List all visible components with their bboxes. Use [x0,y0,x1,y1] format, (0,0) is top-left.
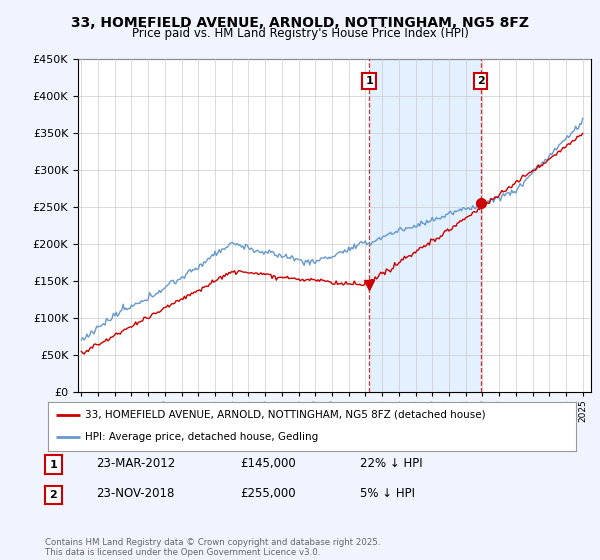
Text: 1: 1 [50,460,57,469]
Text: Contains HM Land Registry data © Crown copyright and database right 2025.
This d: Contains HM Land Registry data © Crown c… [45,538,380,557]
Text: 33, HOMEFIELD AVENUE, ARNOLD, NOTTINGHAM, NG5 8FZ: 33, HOMEFIELD AVENUE, ARNOLD, NOTTINGHAM… [71,16,529,30]
Text: 2: 2 [477,76,485,86]
Text: 33, HOMEFIELD AVENUE, ARNOLD, NOTTINGHAM, NG5 8FZ (detached house): 33, HOMEFIELD AVENUE, ARNOLD, NOTTINGHAM… [85,410,485,420]
Text: 23-MAR-2012: 23-MAR-2012 [96,457,175,470]
Text: HPI: Average price, detached house, Gedling: HPI: Average price, detached house, Gedl… [85,432,318,442]
Text: £255,000: £255,000 [240,487,296,501]
Text: 1: 1 [365,76,373,86]
Text: 23-NOV-2018: 23-NOV-2018 [96,487,175,501]
Text: 22% ↓ HPI: 22% ↓ HPI [360,457,422,470]
Text: £145,000: £145,000 [240,457,296,470]
Text: 2: 2 [50,490,57,500]
Text: Price paid vs. HM Land Registry's House Price Index (HPI): Price paid vs. HM Land Registry's House … [131,27,469,40]
Text: 5% ↓ HPI: 5% ↓ HPI [360,487,415,501]
